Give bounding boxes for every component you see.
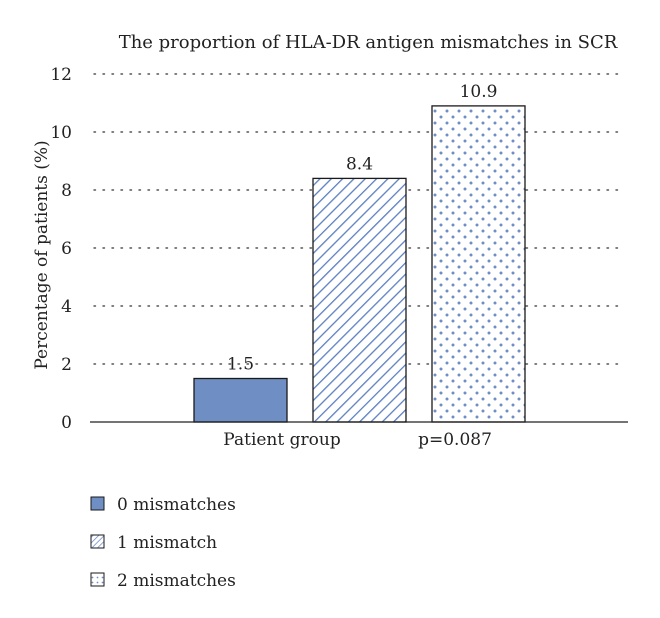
y-tick-label: 0 [61,413,72,433]
y-tick-label: 2 [61,355,72,375]
y-tick-label: 12 [50,65,72,85]
y-tick-label: 8 [61,181,72,201]
data-label: 1.5 [227,355,254,375]
legend-swatch [90,534,105,549]
gridlines [93,73,626,365]
legend-entry: 0 mismatches [117,495,236,515]
y-tick-label: 10 [50,123,72,143]
y-tick-labels: 0 2 4 6 8 10 12 [50,65,72,433]
legend-entry: 2 mismatches [117,571,236,591]
x-axis-label: Patient group [223,430,341,450]
legend: 0 mismatches 1 mismatch 2 mismatches [90,495,236,591]
y-tick-label: 6 [61,239,72,259]
chart-title: The proportion of HLA-DR antigen mismatc… [119,32,618,53]
bars: 1.5 8.4 10.9 [193,82,526,423]
data-label: 8.4 [346,154,373,174]
legend-swatch [90,496,105,511]
legend-swatch [90,572,105,587]
legend-entry: 1 mismatch [117,533,217,553]
p-value-annotation: p=0.087 [418,430,492,450]
data-label: 10.9 [460,82,498,102]
bar [312,177,407,423]
y-tick-label: 4 [61,297,72,317]
bar [431,105,526,423]
y-axis-label: Percentage of patients (%) [32,140,52,369]
bar [193,377,288,423]
